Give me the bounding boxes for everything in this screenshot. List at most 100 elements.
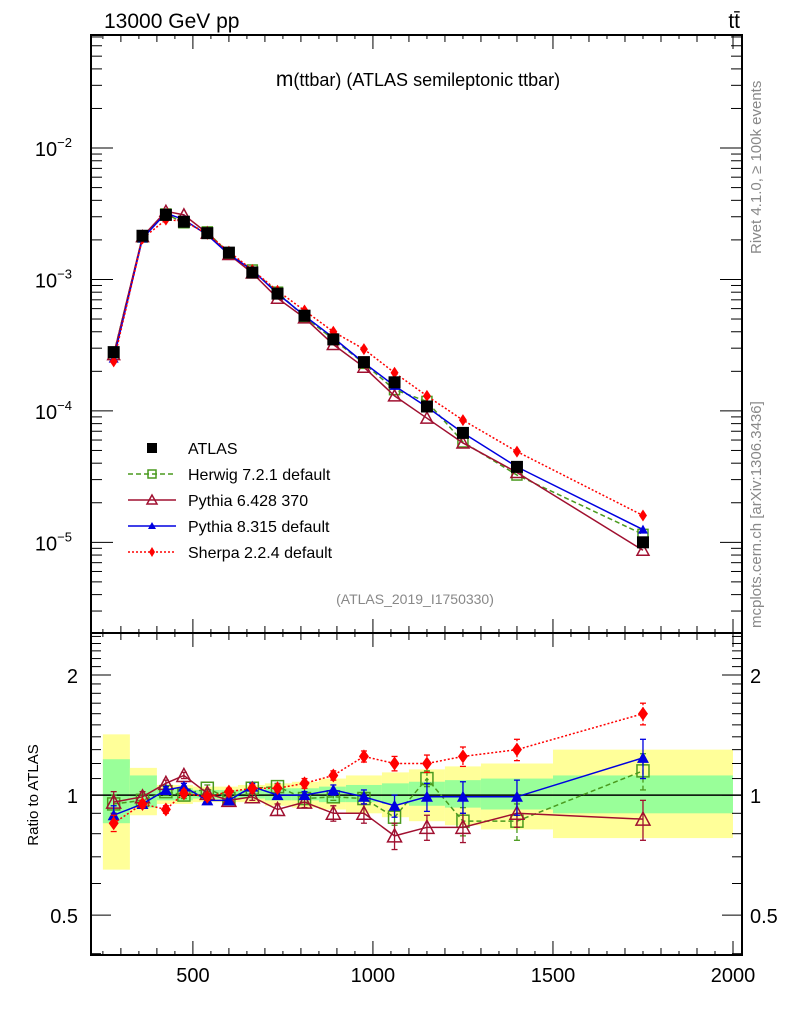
ratio-data-point [357, 790, 370, 802]
main-data-point [222, 246, 235, 259]
ratio-y-tick-label-left: 1 [67, 786, 78, 808]
ratio-data-point [388, 799, 401, 811]
ratio-x-tick-label: 2000 [711, 965, 756, 987]
ratio-data-point [298, 789, 311, 801]
main-y-tick-label-exponent: −5 [57, 529, 72, 544]
main-y-tick-label-base: 10 [35, 533, 57, 555]
legend-entry: ATLAS [147, 441, 238, 458]
main-data-point [271, 287, 284, 300]
ratio-data-point [637, 706, 648, 721]
legend-label: Pythia 8.315 default [188, 519, 330, 536]
main-data-point [510, 460, 523, 473]
ratio-data-point [202, 789, 213, 804]
ratio-data-point [457, 749, 468, 764]
ratio-data-point [421, 756, 432, 771]
ratio-data-point [386, 827, 403, 843]
chart-title: m(ttbar) (ATLAS semileptonic ttbar) [276, 68, 560, 91]
ratio-y-tick-label-right: 0.5 [750, 906, 778, 928]
legend-label: ATLAS [188, 441, 238, 458]
main-series-line [112, 212, 644, 531]
ratio-data-point [178, 786, 189, 801]
main-data-point [458, 414, 467, 427]
main-data-point [388, 376, 401, 389]
main-data-point [455, 435, 471, 449]
ratio-data-point [296, 793, 313, 809]
main-axes: 10−210−310−410−5 [35, 34, 743, 634]
main-data-point [201, 227, 214, 240]
main-series-line [112, 210, 644, 551]
main-series-atlas [107, 208, 649, 549]
main-data-point [638, 509, 647, 522]
ratio-data-point [634, 810, 652, 826]
ratio-data-point [355, 804, 373, 821]
ratio-data-point [272, 781, 283, 796]
header-energy-label: 13000 GeV pp [104, 10, 239, 33]
main-data-point [298, 309, 311, 322]
ratio-axes: 500 1000 1500 2000 0.5 0.5 1 1 2 2 [50, 632, 778, 987]
legend: ATLAS Herwig 7.2.1 default Pythia 6.428 37… [128, 441, 333, 562]
main-data-point [357, 356, 370, 369]
ratio-data-point [299, 776, 310, 791]
legend-label: Herwig 7.2.1 default [188, 467, 331, 484]
main-data-point [512, 445, 521, 458]
ratio-series-line [113, 712, 644, 824]
main-data-point [635, 542, 651, 557]
ratio-data-point [160, 802, 171, 817]
main-y-tick-label-base: 10 [35, 270, 57, 292]
ratio-data-point [177, 780, 190, 792]
ratio-data-point [358, 749, 369, 764]
legend-marker [149, 547, 155, 557]
main-series-line [112, 218, 644, 517]
ratio-data-point [508, 804, 526, 821]
main-data-point [246, 266, 259, 279]
ratio-data-point [325, 804, 342, 821]
ratio-y-tick-label-left: 0.5 [50, 906, 78, 928]
ratio-data-point [108, 816, 119, 831]
ratio-data-point [247, 781, 258, 796]
legend-entry: Herwig 7.2.1 default [128, 467, 331, 484]
analysis-id-label: (ATLAS_2019_I1750330) [336, 591, 494, 607]
main-data-point [637, 524, 648, 534]
main-data-point [107, 346, 120, 359]
main-data-point [422, 389, 431, 402]
main-data-point [390, 366, 399, 379]
rivet-version-label: Rivet 4.1.0, ≥ 100k events [748, 81, 765, 254]
legend-marker [147, 469, 157, 479]
main-y-tick-label-base: 10 [35, 139, 57, 161]
main-data-point [419, 410, 435, 424]
ratio-y-tick-label-right: 2 [750, 666, 761, 688]
ratio-y-tick-label-left: 2 [67, 666, 78, 688]
ratio-data-point [389, 756, 400, 771]
legend-entry: Pythia 8.315 default [128, 519, 330, 536]
ratio-y-tick-label-right: 1 [750, 786, 761, 808]
main-series-pythia-8-315-default [108, 208, 648, 534]
main-y-tick-label-base: 10 [35, 402, 57, 424]
ratio-data-point [636, 751, 649, 763]
ratio-data-point [327, 783, 340, 795]
ratio-data-point [418, 818, 436, 835]
main-series-line [112, 213, 644, 536]
ratio-data-point [454, 818, 472, 835]
main-data-point [159, 208, 172, 221]
legend-label: Sherpa 2.2.4 default [188, 545, 333, 562]
ratio-data-point [420, 790, 433, 802]
main-y-tick-label: 10−2 [35, 135, 72, 161]
ratio-data-point [511, 742, 522, 757]
ratio-x-tick-label: 500 [176, 965, 209, 987]
main-data-point [177, 215, 190, 228]
main-y-tick-label: 10−4 [35, 398, 72, 424]
main-y-tick-label-exponent: −3 [57, 266, 72, 281]
main-y-tick-label-exponent: −2 [57, 135, 72, 150]
main-data-point [636, 536, 649, 549]
legend-label: Pythia 6.428 370 [188, 493, 308, 510]
main-data-point [456, 426, 469, 439]
ratio-ylabel: Ratio to ATLAS [25, 744, 42, 845]
legend-marker [145, 493, 159, 505]
main-y-tick-label: 10−3 [35, 266, 72, 292]
main-data-point [387, 388, 402, 402]
legend-marker [147, 443, 157, 453]
ratio-data-point [269, 800, 286, 817]
ratio-stat-uncertainty-band [381, 783, 409, 804]
ratio-data-point [222, 794, 235, 806]
ratio-data-point [159, 783, 172, 795]
